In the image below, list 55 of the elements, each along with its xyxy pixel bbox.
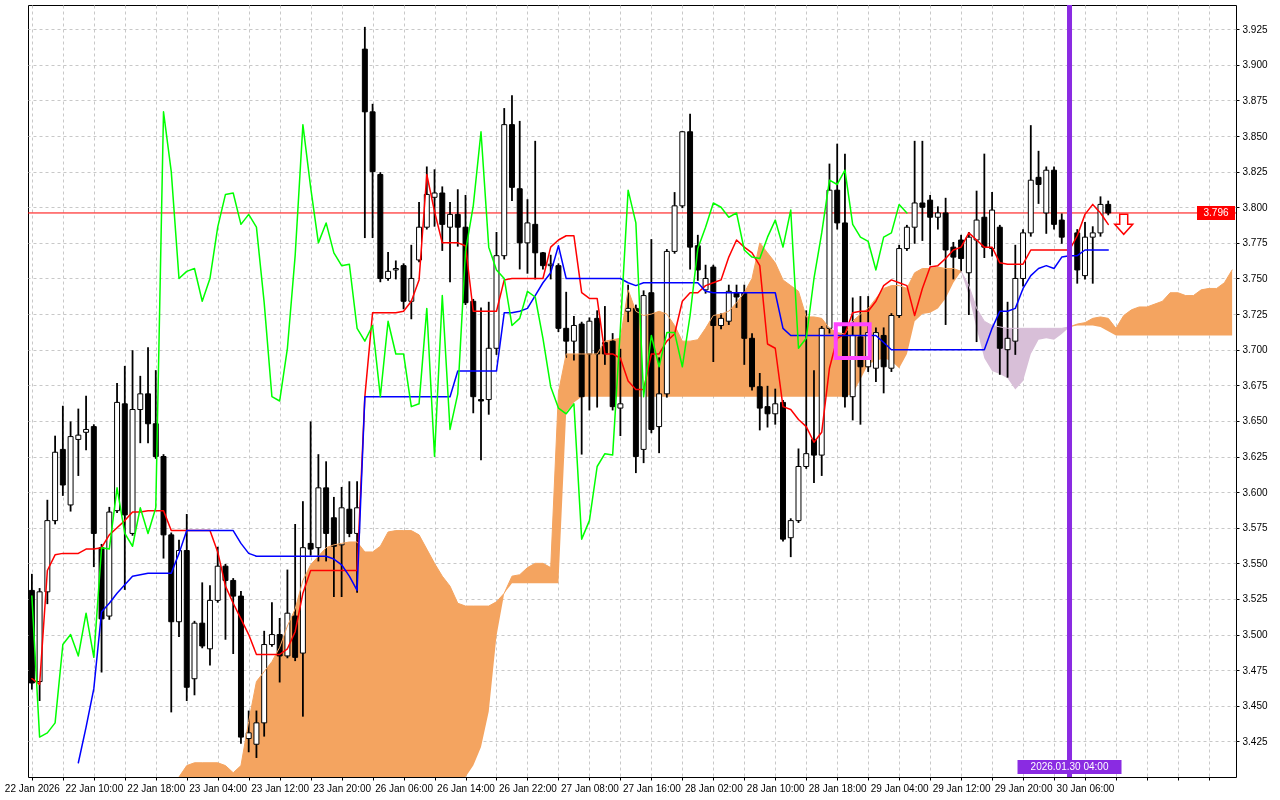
x-tick-label: 27 Jan 16:00	[622, 782, 682, 794]
x-tick-label: 28 Jan 18:00	[808, 782, 868, 794]
y-tick-label: 3.725	[1242, 308, 1268, 320]
candlestick	[903, 224, 910, 251]
candlestick	[625, 284, 632, 323]
x-tick-label: 22 Jan 10:00	[65, 782, 124, 794]
x-tick-label: 26 Jan 22:00	[499, 782, 558, 794]
y-tick-label: 3.625	[1242, 451, 1268, 463]
x-tick-label: 23 Jan 20:00	[313, 782, 372, 794]
candlestick	[958, 234, 965, 273]
x-tick-label: 22 Jan 18:00	[127, 782, 186, 794]
candlestick	[385, 251, 392, 281]
candlestick	[447, 202, 453, 283]
y-tick-label: 3.475	[1242, 664, 1268, 676]
y-tick-label: 3.425	[1242, 735, 1268, 747]
y-tick-label: 3.600	[1242, 486, 1268, 498]
x-tick-label: 28 Jan 10:00	[746, 782, 806, 794]
y-tick-label: 3.800	[1242, 201, 1268, 213]
line-series	[77, 244, 1109, 764]
y-tick-label: 3.875	[1242, 94, 1268, 106]
candlestick	[617, 348, 624, 437]
ref-line-label: 3.796	[1203, 206, 1229, 218]
x-tick-label: 29 Jan 04:00	[870, 782, 930, 794]
x-tick-label: 29 Jan 20:00	[994, 782, 1053, 794]
x-tick-label: 29 Jan 12:00	[932, 782, 991, 794]
candlestick	[478, 307, 484, 461]
y-tick-label: 3.450	[1242, 700, 1268, 712]
y-tick-label: 3.700	[1242, 344, 1268, 356]
y-tick-label: 3.500	[1242, 629, 1268, 641]
candlestick	[83, 395, 90, 451]
y-tick-label: 3.575	[1242, 522, 1268, 534]
x-tick-label: 23 Jan 12:00	[251, 782, 310, 794]
candlestick	[811, 370, 817, 484]
y-tick-label: 3.850	[1242, 130, 1268, 142]
x-tick-label: 2026.01.30 04:00	[1030, 761, 1109, 772]
candlestick	[1058, 213, 1065, 244]
y-tick-label: 3.675	[1242, 379, 1268, 391]
y-tick-label: 3.650	[1242, 415, 1268, 427]
y-tick-label: 3.925	[1242, 23, 1268, 35]
y-tick-label: 3.525	[1242, 593, 1268, 605]
y-tick-label: 3.550	[1242, 557, 1268, 569]
x-tick-label: 23 Jan 04:00	[189, 782, 248, 794]
candlestick	[268, 602, 275, 647]
y-tick-label: 3.775	[1242, 237, 1268, 249]
line-series	[31, 111, 908, 738]
x-tick-label: 30 Jan 06:00	[1056, 782, 1115, 794]
x-tick-label: 27 Jan 08:00	[561, 782, 620, 794]
x-tick-label: 26 Jan 14:00	[437, 782, 496, 794]
candlestick	[570, 316, 577, 361]
y-tick-label: 3.825	[1242, 166, 1268, 178]
x-tick-label: 22 Jan 2026	[4, 782, 61, 794]
x-tick-label: 28 Jan 02:00	[684, 782, 744, 794]
y-tick-label: 3.900	[1242, 59, 1268, 71]
y-tick-label: 3.750	[1242, 272, 1268, 284]
x-tick-label: 26 Jan 06:00	[375, 782, 434, 794]
